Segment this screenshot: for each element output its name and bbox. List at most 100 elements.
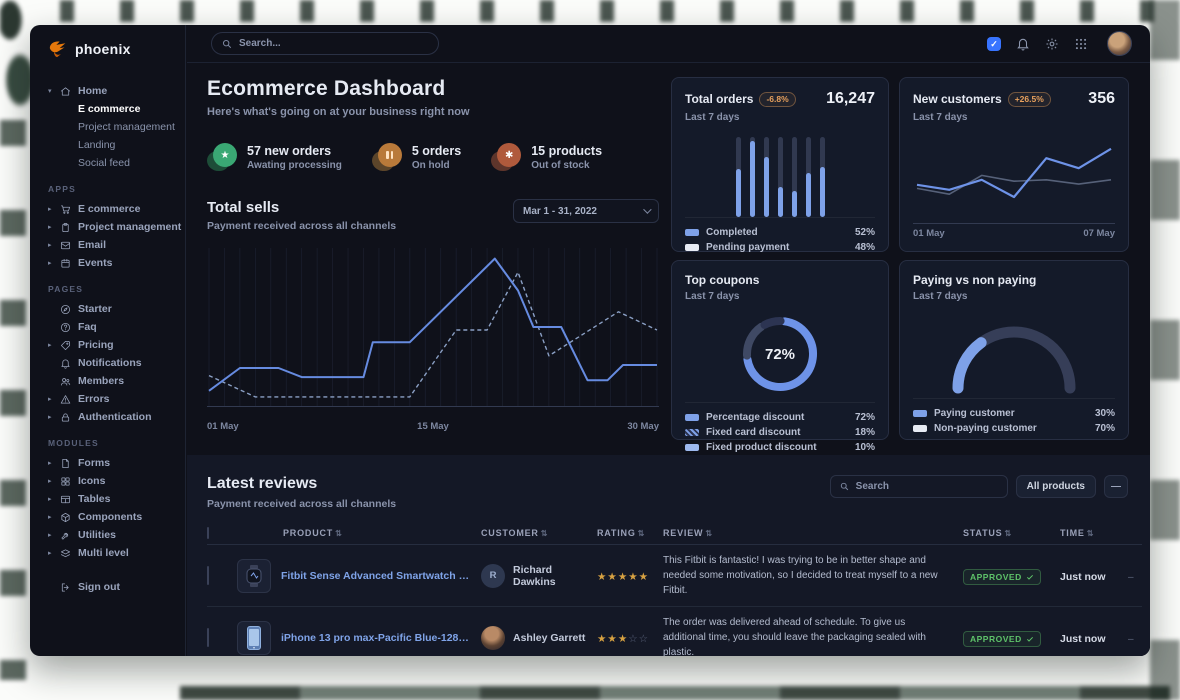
total-sells-chart: 01 May15 May30 May [207, 248, 659, 432]
card-period: Last 7 days [685, 291, 875, 302]
legend-swatch [685, 429, 699, 436]
theme-checkbox-toggle-icon[interactable]: ✓ [987, 37, 1001, 51]
sidebar-item-label: Components [78, 511, 142, 523]
dash-icon: — [1111, 481, 1121, 492]
sidebar-item-errors[interactable]: ▸Errors [48, 390, 185, 408]
sidebar-item-project-management[interactable]: Project management [48, 118, 185, 136]
sidebar-item-e-commerce[interactable]: E commerce [48, 100, 185, 118]
legend-swatch [685, 444, 699, 451]
chevron-down-icon [643, 205, 651, 213]
sidebar-item-forms[interactable]: ▸Forms [48, 454, 185, 472]
sidebar-item-icons[interactable]: ▸Icons [48, 472, 185, 490]
column-header-rating[interactable]: RATING⇅ [597, 522, 663, 545]
total-sells-subtitle: Payment received across all channels [207, 220, 396, 232]
product-thumbnail[interactable] [237, 621, 271, 655]
rating-stars: ★★★★★ [597, 571, 649, 583]
sidebar-item-email[interactable]: ▸Email [48, 236, 185, 254]
grid-apps-icon[interactable] [1074, 37, 1088, 51]
row-more-icon[interactable]: – [1128, 634, 1134, 645]
sort-icon: ⇅ [638, 529, 646, 538]
sidebar-item-label: Sign out [78, 581, 120, 593]
legend-item-completed: Completed52% [685, 225, 875, 240]
card-new-customers: New customers +26.5% 356 Last 7 days 01 … [899, 77, 1129, 252]
sidebar-item-e-commerce[interactable]: ▸E commerce [48, 200, 185, 218]
brand-logo[interactable]: phoenix [48, 36, 185, 62]
sidebar-item-label: Utilities [78, 529, 116, 541]
column-header-product[interactable]: PRODUCT⇅ [237, 522, 481, 545]
sidebar-item-label: Forms [78, 457, 110, 469]
sidebar-section-label: APPS [48, 184, 185, 194]
sidebar-item-project-management[interactable]: ▸Project management [48, 218, 185, 236]
legend-swatch [685, 229, 699, 236]
legend-label: Fixed product discount [706, 442, 817, 453]
sidebar-item-notifications[interactable]: Notifications [48, 354, 185, 372]
user-avatar[interactable] [1107, 31, 1132, 56]
sidebar-item-sign-out[interactable]: Sign out [48, 578, 185, 596]
sidebar-item-components[interactable]: ▸Components [48, 508, 185, 526]
stat-label: Awating processing [247, 160, 342, 171]
reviews-search-input[interactable]: Search [830, 475, 1008, 498]
legend-swatch [685, 414, 699, 421]
stats-row: ★57 new ordersAwating processing5 orders… [207, 143, 659, 171]
product-link[interactable]: Fitbit Sense Advanced Smartwatch with To… [281, 570, 471, 582]
sidebar-item-tables[interactable]: ▸Tables [48, 490, 185, 508]
sidebar-item-landing[interactable]: Landing [48, 136, 185, 154]
check-icon [1026, 635, 1034, 643]
brand-name: phoenix [75, 41, 131, 57]
order-bar [778, 137, 783, 217]
card-total-orders: Total orders -6.8% 16,247 Last 7 days Co… [671, 77, 889, 252]
bell-icon [60, 358, 78, 369]
row-checkbox[interactable] [207, 566, 209, 585]
sort-icon: ⇅ [1087, 529, 1095, 538]
search-input[interactable]: Search... [211, 32, 439, 55]
gear-icon[interactable] [1045, 37, 1059, 51]
sidebar-item-starter[interactable]: Starter [48, 300, 185, 318]
customer-name[interactable]: Richard Dawkins [513, 564, 597, 588]
clipboard-icon [60, 222, 78, 233]
column-header-status[interactable]: STATUS⇅ [963, 522, 1060, 545]
layers-icon [60, 548, 78, 559]
sidebar-item-pricing[interactable]: ▸Pricing [48, 336, 185, 354]
more-options-button[interactable]: — [1104, 475, 1128, 498]
date-range-value: Mar 1 - 31, 2022 [523, 206, 597, 217]
sidebar-item-multi-level[interactable]: ▸Multi level [48, 544, 185, 562]
column-header-customer[interactable]: CUSTOMER⇅ [481, 522, 597, 545]
sidebar-item-label: Members [78, 375, 124, 387]
sidebar-item-utilities[interactable]: ▸Utilities [48, 526, 185, 544]
new-customers-line-chart: 01 May07 May [913, 130, 1115, 239]
select-all-checkbox[interactable] [207, 527, 209, 539]
sidebar-item-members[interactable]: Members [48, 372, 185, 390]
row-more-icon[interactable]: – [1128, 572, 1134, 583]
bell-icon[interactable] [1016, 37, 1030, 51]
all-products-filter-button[interactable]: All products [1016, 475, 1096, 498]
sidebar-item-faq[interactable]: Faq [48, 318, 185, 336]
legend-value: 52% [855, 227, 875, 238]
legend-value: 48% [855, 242, 875, 253]
stat-15-products: ✱15 productsOut of stock [491, 143, 602, 171]
sort-icon: ⇅ [1004, 529, 1012, 538]
product-link[interactable]: iPhone 13 pro max-Pacific Blue-128GB sto… [281, 632, 471, 644]
watch-product-image [245, 565, 263, 587]
product-thumbnail[interactable] [237, 559, 271, 593]
sidebar-item-label: Tables [78, 493, 110, 505]
caret-right-icon: ▸ [48, 413, 60, 421]
customer-name[interactable]: Ashley Garrett [513, 632, 585, 644]
sidebar-item-authentication[interactable]: ▸Authentication [48, 408, 185, 426]
sidebar-item-label: Home [78, 85, 107, 97]
column-header-review[interactable]: REVIEW⇅ [663, 522, 963, 545]
legend-label: Non-paying customer [934, 423, 1037, 434]
date-range-select[interactable]: Mar 1 - 31, 2022 [513, 199, 659, 223]
paying-legend: Paying customer30%Non-paying customer70% [913, 398, 1115, 436]
row-checkbox[interactable] [207, 628, 209, 647]
sidebar-item-label: Email [78, 239, 106, 251]
sidebar-item-events[interactable]: ▸Events [48, 254, 185, 272]
card-title: Paying vs non paying [913, 273, 1036, 287]
x-tick: 15 May [417, 421, 449, 432]
caret-right-icon: ▸ [48, 395, 60, 403]
sidebar-item-home[interactable]: ▾Home [48, 82, 185, 100]
column-header-time[interactable]: TIME⇅ [1060, 522, 1128, 545]
change-badge: +26.5% [1008, 92, 1051, 107]
caret-right-icon: ▸ [48, 477, 60, 485]
sidebar-item-social-feed[interactable]: Social feed [48, 154, 185, 172]
sidebar: phoenix ▾HomeE commerceProject managemen… [30, 25, 186, 656]
